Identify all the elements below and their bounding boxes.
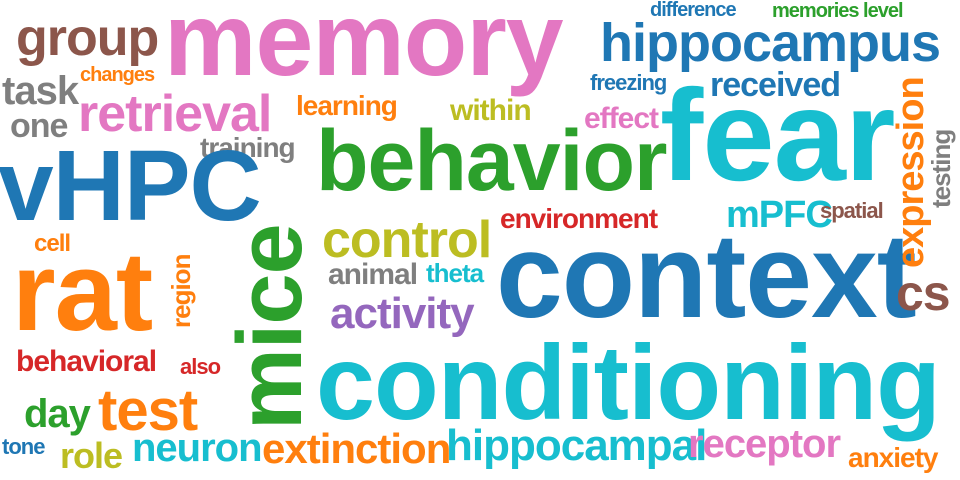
word-control: control (322, 211, 492, 269)
word-also: also (180, 354, 221, 379)
word-receptor: receptor (688, 422, 841, 466)
word-anxiety: anxiety (848, 442, 938, 473)
word-within: within (450, 94, 532, 127)
word-behavioral: behavioral (16, 345, 157, 378)
word-conditioning: conditioning (316, 324, 941, 442)
word-test: test (98, 378, 198, 443)
word-memories-level: memories level (772, 0, 904, 22)
word-activity: activity (330, 289, 475, 338)
word-expression: expression (890, 77, 932, 268)
word-role: role (60, 435, 123, 476)
word-hippocampal: hippocampal (446, 421, 707, 470)
word-freezing: freezing (590, 70, 667, 95)
word-group: group (16, 9, 159, 67)
word-behavior: behavior (316, 113, 667, 209)
word-spatial: spatial (820, 198, 884, 223)
word-day: day (24, 392, 91, 436)
word-difference: difference (650, 0, 737, 21)
word-animal: animal (328, 258, 418, 291)
word-vhpc: vHPC (0, 130, 262, 242)
word-memory: memory (164, 0, 564, 98)
word-mpfc: mPFC (726, 194, 833, 236)
word-one: one (10, 107, 68, 145)
word-context: context (496, 209, 917, 343)
word-changes: changes (80, 64, 155, 86)
word-testing: testing (926, 129, 956, 208)
word-region: region (166, 254, 196, 328)
word-extinction: extinction (262, 425, 451, 472)
word-effect: effect (584, 102, 659, 135)
word-received: received (710, 66, 841, 104)
word-fear: fear (660, 62, 895, 208)
word-neuron: neuron (132, 426, 263, 470)
word-hippocampus: hippocampus (600, 13, 941, 73)
word-theta: theta (426, 258, 484, 288)
word-tone: tone (2, 434, 45, 459)
word-learning: learning (296, 90, 398, 121)
word-mice: mice (219, 224, 321, 430)
word-environment: environment (500, 203, 658, 234)
word-rat: rat (12, 229, 153, 354)
word-cell: cell (34, 230, 71, 257)
word-cs: cs (896, 265, 951, 321)
word-task: task (2, 69, 79, 113)
word-training: training (200, 132, 296, 163)
word-retrieval: retrieval (78, 85, 272, 143)
